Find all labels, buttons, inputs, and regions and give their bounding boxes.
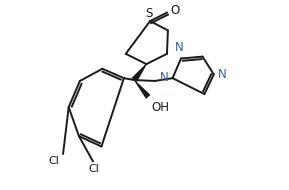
Text: O: O [171, 4, 180, 17]
Text: Cl: Cl [49, 156, 60, 166]
Text: Cl: Cl [88, 164, 99, 174]
Text: N: N [175, 41, 184, 54]
Polygon shape [131, 64, 147, 82]
Polygon shape [134, 80, 151, 99]
Text: S: S [145, 6, 153, 20]
Text: N: N [218, 68, 227, 81]
Text: OH: OH [151, 101, 169, 114]
Text: N: N [160, 71, 168, 84]
